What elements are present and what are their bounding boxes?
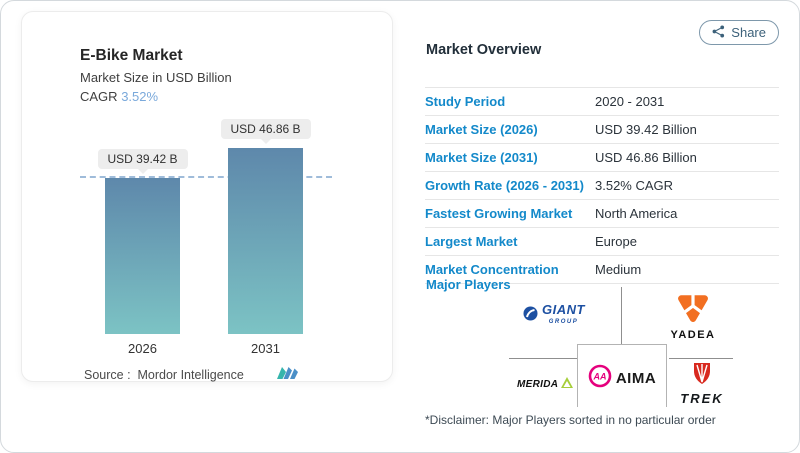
tree-vertical-line <box>621 287 622 344</box>
disclaimer-text: *Disclaimer: Major Players sorted in no … <box>425 413 716 427</box>
table-row: Largest Market Europe <box>425 228 779 256</box>
table-row: Market Size (2026) USD 39.42 Billion <box>425 116 779 144</box>
bar-value-tooltip-2031: USD 46.86 B <box>220 119 311 144</box>
table-row: Market Size (2031) USD 46.86 Billion <box>425 144 779 172</box>
trek-logo-icon <box>691 362 713 390</box>
table-row: Growth Rate (2026 - 2031) 3.52% CAGR <box>425 172 779 200</box>
bar-2026[interactable] <box>105 178 180 334</box>
yadea-logo: YADEA <box>651 292 735 341</box>
aima-logo-text: AIMA <box>615 369 657 387</box>
row-label: Fastest Growing Market <box>425 206 573 221</box>
table-row: Market Concentration Medium <box>425 256 779 284</box>
table-row: Study Period 2020 - 2031 <box>425 88 779 116</box>
row-value: 2020 - 2031 <box>595 94 665 109</box>
mordor-intelligence-logo-icon <box>277 364 303 385</box>
row-label: Study Period <box>425 94 506 109</box>
row-label: Growth Rate (2026 - 2031) <box>425 178 584 193</box>
chart-cagr: CAGR 3.52% <box>80 89 232 104</box>
share-icon <box>712 25 725 41</box>
x-tick-2026: 2026 <box>128 341 157 356</box>
row-value: USD 39.42 Billion <box>595 122 697 137</box>
major-players-label: Major Players <box>426 277 511 292</box>
row-value: 3.52% CAGR <box>595 178 674 193</box>
bar-group-2026: USD 39.42 B 2026 <box>97 149 188 356</box>
source-attribution: Source : Mordor Intelligence <box>84 368 244 382</box>
aima-center-box: AA AIMA <box>577 344 667 407</box>
row-value: Europe <box>595 234 637 249</box>
chart-card: E-Bike Market Market Size in USD Billion… <box>21 11 393 382</box>
giant-logo: GIANT GROUP <box>523 302 585 328</box>
row-label: Market Concentration <box>425 262 559 277</box>
row-label: Market Size (2031) <box>425 150 538 165</box>
tooltip-arrow <box>137 169 148 174</box>
aima-logo: AA AIMA <box>588 364 656 393</box>
row-value: North America <box>595 206 678 221</box>
overview-title: Market Overview <box>426 42 542 58</box>
market-overview-panel: Market Overview Study Period 2020 - 2031 … <box>411 1 791 452</box>
giant-logo-icon <box>523 306 538 326</box>
bar-chart: USD 39.42 B 2026 USD 46.86 B 2031 <box>80 119 336 356</box>
tooltip-arrow <box>260 139 271 144</box>
yadea-logo-text: YADEA <box>670 329 716 341</box>
row-value: USD 46.86 Billion <box>595 150 697 165</box>
row-value: Medium <box>595 262 642 277</box>
bar-2031[interactable] <box>228 148 303 334</box>
cagr-value: 3.52% <box>121 89 159 104</box>
merida-triangle-icon <box>561 375 574 393</box>
aima-logo-icon: AA <box>588 364 612 393</box>
overview-table: Study Period 2020 - 2031 Market Size (202… <box>425 87 779 284</box>
chart-header: E-Bike Market Market Size in USD Billion… <box>80 47 232 104</box>
trek-logo: TREK <box>669 362 735 406</box>
chart-subtitle: Market Size in USD Billion <box>80 70 232 85</box>
x-tick-2031: 2031 <box>251 341 280 356</box>
merida-logo: MERIDA <box>517 375 574 393</box>
bar-group-2031: USD 46.86 B 2031 <box>220 119 311 356</box>
row-label: Market Size (2026) <box>425 122 538 137</box>
row-label: Largest Market <box>425 234 518 249</box>
trek-logo-text: TREK <box>680 391 724 406</box>
bar-value-tooltip-2026: USD 39.42 B <box>97 149 188 174</box>
giant-logo-text: GIANT <box>542 302 585 317</box>
share-button-label: Share <box>731 25 766 40</box>
share-button[interactable]: Share <box>699 20 779 45</box>
yadea-logo-icon <box>677 292 709 327</box>
giant-group-subtext: GROUP <box>548 319 579 325</box>
cagr-label: CAGR <box>80 89 118 104</box>
merida-logo-text: MERIDA <box>517 378 559 390</box>
tree-horizontal-line-right <box>669 358 733 359</box>
svg-text:AA: AA <box>592 371 606 381</box>
table-row: Fastest Growing Market North America <box>425 200 779 228</box>
reference-dashed-line <box>80 176 332 178</box>
chart-title: E-Bike Market <box>80 47 183 64</box>
tree-horizontal-line-left <box>509 358 577 359</box>
